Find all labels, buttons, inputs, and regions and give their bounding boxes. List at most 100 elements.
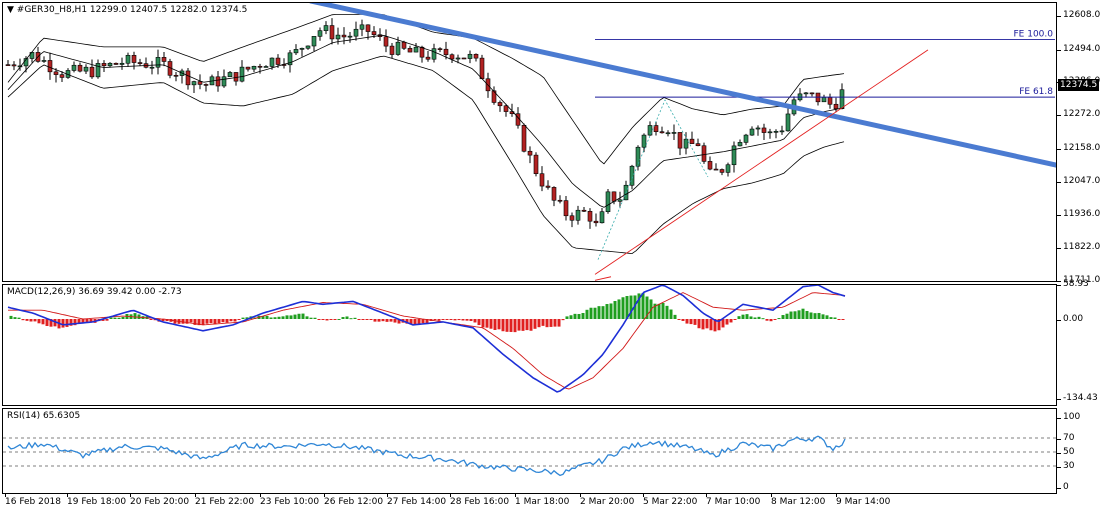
macd-histogram-bar [713,319,717,332]
candle-body [383,36,389,47]
macd-histogram-bar [105,319,109,321]
candlestick [605,188,611,214]
macd-histogram-bar [573,313,577,319]
macd-histogram-bar [773,319,777,320]
rsi-pane[interactable]: RSI(14) 65.6305 [2,408,1057,494]
candle-body [743,134,749,143]
candlestick [305,45,311,50]
macd-histogram-bar [841,319,845,320]
macd-histogram-bar [325,319,329,321]
candlestick [659,126,665,134]
macd-histogram-bar [409,319,413,325]
macd-histogram-bar [669,309,673,319]
price-tick-label: 11711.0 [1063,275,1101,285]
candle-body [557,199,563,202]
macd-histogram-bar [345,316,349,319]
macd-histogram-bar [381,319,385,322]
fe-100-label: FE 100.0 [1014,30,1054,40]
macd-histogram-bar [121,316,125,319]
candle-body [347,35,353,38]
candlestick [833,97,839,113]
candlestick [593,213,599,227]
candle-body [317,30,323,37]
candlestick [131,51,137,70]
macd-tick-mark [1057,399,1061,400]
macd-histogram-bar [285,315,289,319]
candle-body [731,145,737,166]
time-axis[interactable]: 16 Feb 2018 19 Feb 18:00 20 Feb 20:00 21 Fe… [2,494,1057,516]
time-tick-label: 28 Feb 16:00 [450,497,510,507]
candlestick [671,124,677,140]
candle-body [257,65,263,68]
price-chart-pane[interactable]: FE 100.0 FE 61.8 ▼ #GER30_H8,H1 12299.0 1… [2,2,1057,282]
price-axis[interactable]: 12608.012494.012386.012272.012158.012047… [1057,2,1103,285]
candlestick [77,62,83,73]
macd-tick-label: 58.93 [1063,279,1089,290]
candle-body [587,211,593,222]
rsi-tick-mark [1057,453,1061,454]
candlestick [473,53,479,62]
candlestick [743,133,749,146]
macd-pane[interactable]: MACD(12,26,9) 36.69 39.42 0.00 -2.73 [2,284,1057,406]
time-tick-label: 26 Feb 12:00 [324,497,384,507]
time-tick-mark [67,494,68,497]
candle-body [329,25,335,40]
macd-histogram-bar [737,316,741,319]
time-tick-mark [130,494,131,497]
candle-body [713,168,719,171]
candle-body [455,57,461,60]
macd-histogram-bar [505,319,509,332]
macd-histogram-bar [205,319,209,324]
macd-histogram-bar [309,317,313,319]
candle-body [251,65,257,70]
macd-histogram-bar [641,292,645,319]
price-chart-canvas[interactable]: FE 100.0 FE 61.8 [3,3,1056,281]
candle-body [773,131,779,133]
macd-canvas[interactable] [3,285,1056,405]
macd-histogram-bar [197,319,201,326]
rsi-axis[interactable]: 100 70 50 30 0 [1057,408,1103,494]
candle-body [155,57,161,68]
rsi-tick-label: 50 [1063,447,1075,457]
macd-histogram-bar [405,319,409,324]
candlestick [245,66,251,72]
time-tick-mark [324,494,325,497]
bollinger-upper-band [7,13,845,165]
candle-body [47,60,53,73]
macd-histogram-bar [729,319,733,323]
macd-histogram-bar [565,316,569,319]
candle-body [725,164,731,173]
candle-body [11,64,17,67]
macd-histogram-bar [329,319,333,320]
rsi-canvas[interactable] [3,409,1056,493]
candle-body [539,173,545,187]
macd-histogram-bar [173,319,177,324]
macd-histogram-bar [377,319,381,322]
macd-histogram-bar [89,319,93,323]
candle-body [5,64,11,66]
candle-body [497,102,503,107]
candlestick [113,62,119,65]
candle-body [341,34,347,38]
macd-histogram-bar [481,319,485,328]
candlestick [695,138,701,147]
candle-body [263,66,269,68]
candle-body [371,31,377,36]
price-tick-label: 12494.0 [1063,43,1101,54]
macd-histogram-bar [441,319,445,320]
candle-body [479,57,485,80]
macd-histogram-bar [493,319,497,330]
macd-histogram-bar [585,309,589,319]
time-tick-label: 8 Mar 12:00 [771,497,826,507]
time-tick-mark [387,494,388,497]
candle-body [161,57,167,62]
candlestick [47,52,53,80]
time-tick-label: 1 Mar 18:00 [515,497,570,507]
chart-menu-triangle-icon[interactable]: ▼ [7,5,14,15]
macd-axis[interactable]: 58.93 0.00 -134.43 [1057,279,1103,406]
candle-body [503,105,509,112]
candle-body [113,62,119,65]
macd-histogram-bar [421,319,425,324]
candle-body [401,41,407,49]
macd-histogram-bar [61,319,65,328]
